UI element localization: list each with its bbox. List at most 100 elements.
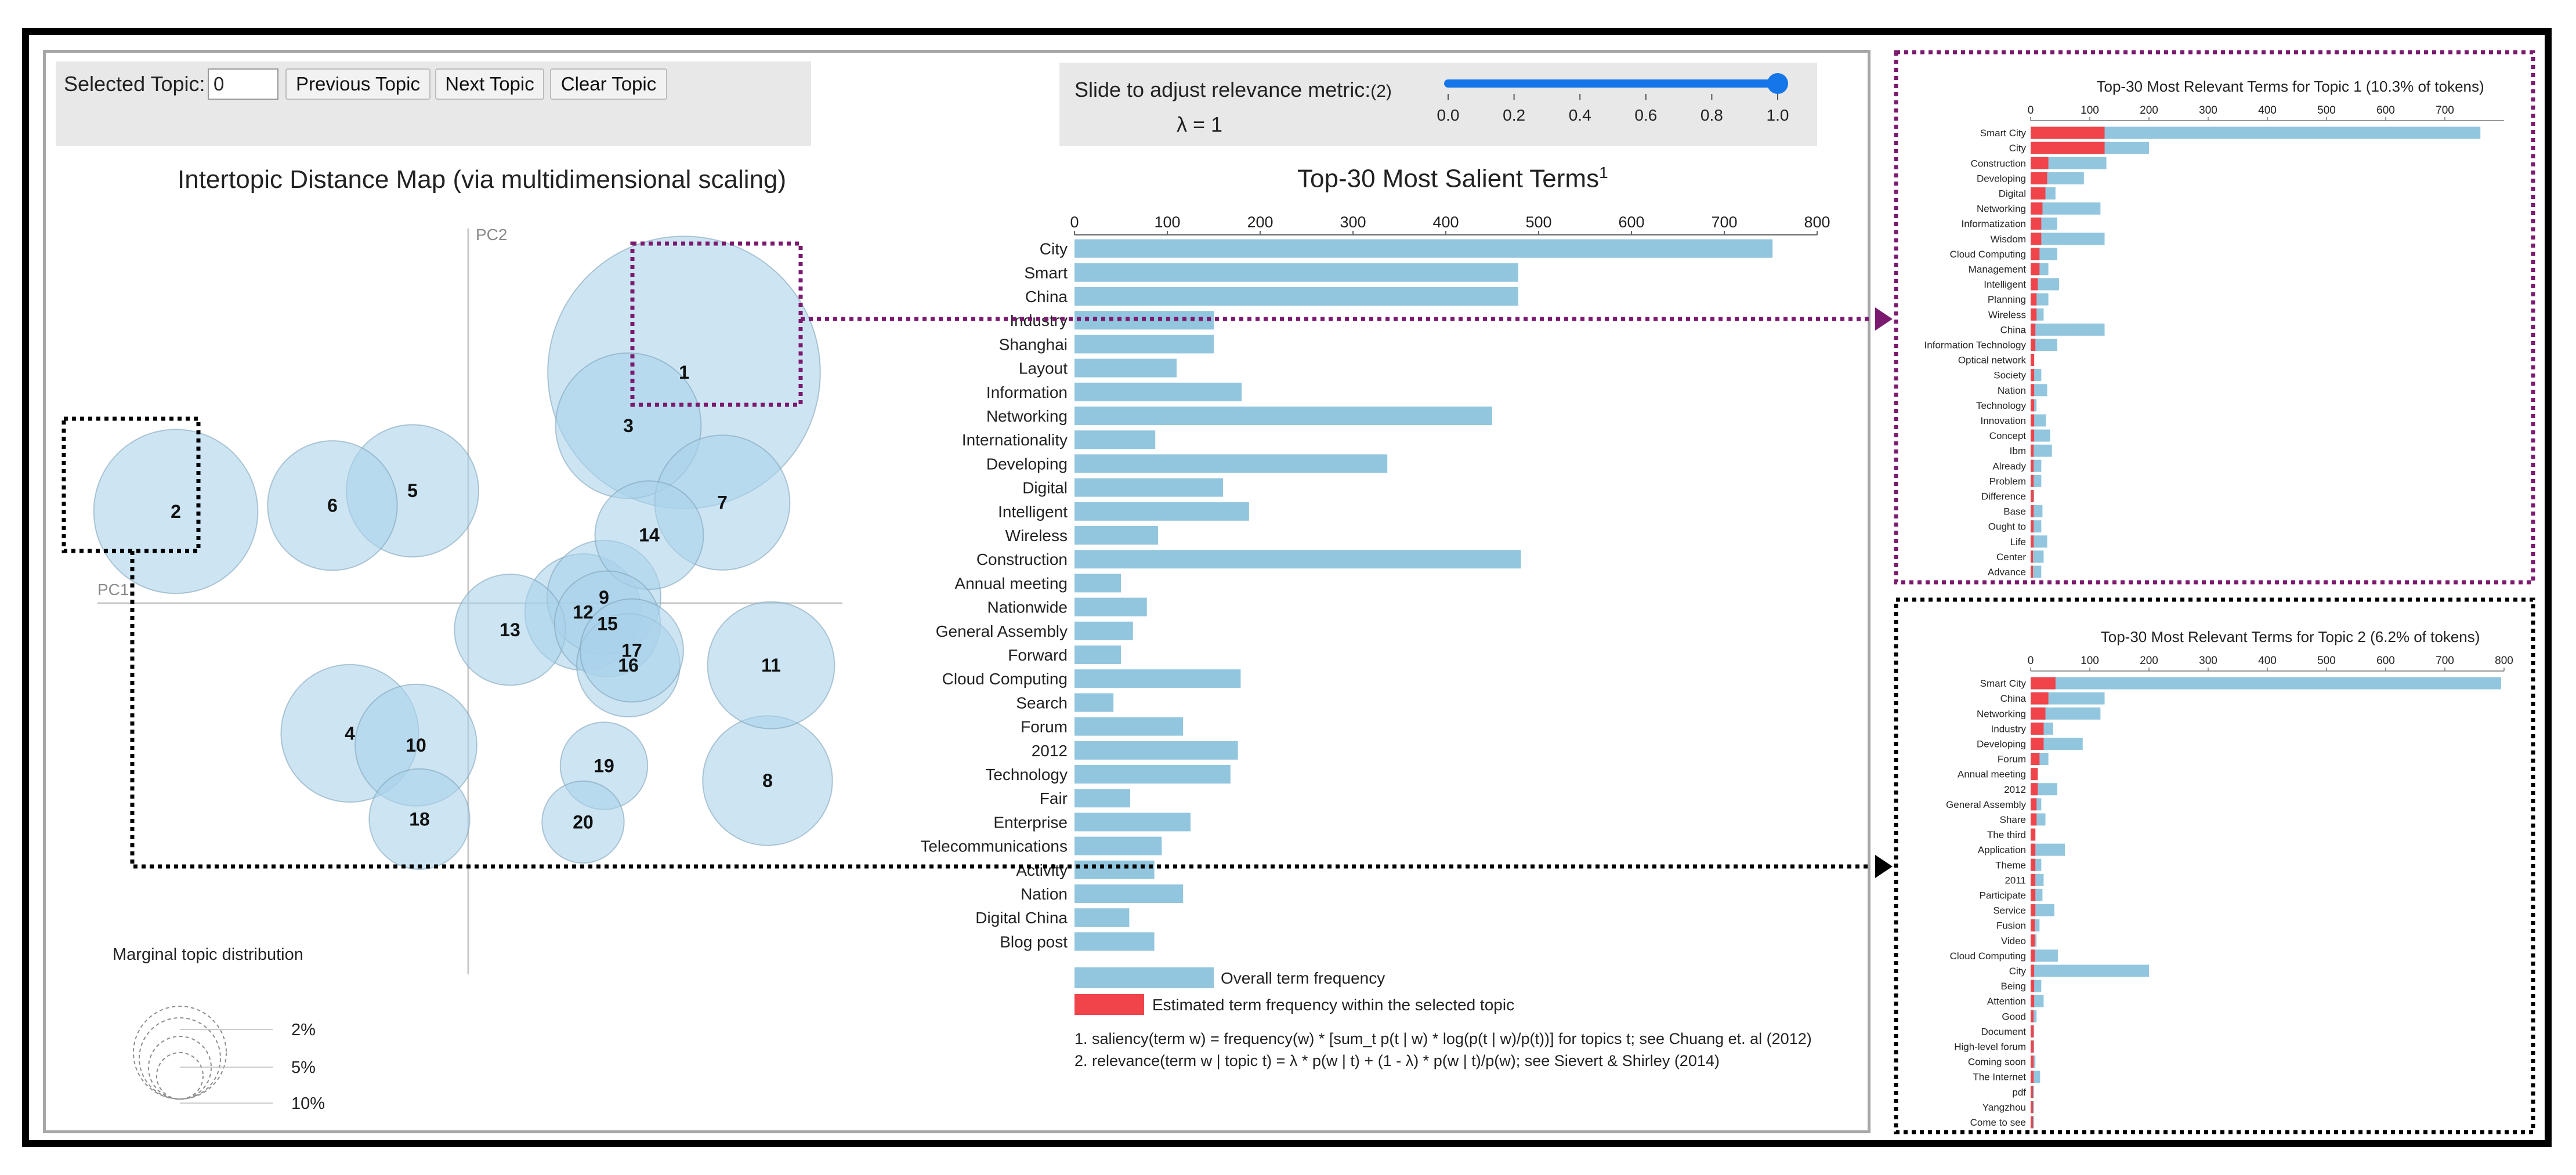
topic1-term-label: Smart City: [1980, 128, 2027, 139]
topic2-term-label: Forum: [1998, 754, 2026, 765]
size-legend-title: Marginal topic distribution: [113, 945, 303, 964]
selected-topic-input[interactable]: 0: [208, 68, 278, 100]
topic2-estimated-bar: [2031, 995, 2035, 1007]
topic1-estimated-bar: [2031, 474, 2034, 487]
topic2-estimated-bar: [2031, 798, 2037, 811]
topic2-estimated-bar: [2031, 783, 2038, 796]
topic2-relevant-terms-chart: Top-30 Most Relevant Terms for Topic 2 (…: [1946, 628, 2513, 1129]
topic1-overall-bar: [2031, 233, 2105, 245]
salient-bar: [1074, 717, 1184, 736]
topic1-term-label: Nation: [1998, 385, 2026, 396]
size-legend-circle: [139, 1017, 221, 1100]
salient-x-tick: 500: [1525, 213, 1551, 231]
topic1-estimated-bar: [2031, 565, 2034, 578]
topic1-estimated-bar: [2031, 142, 2105, 154]
topic-label-10: 10: [406, 735, 426, 756]
topic2-x-tick: 600: [2376, 655, 2395, 667]
topic1-x-tick: 200: [2140, 104, 2158, 117]
topic1-estimated-bar: [2031, 338, 2036, 351]
topic2-estimated-bar: [2031, 813, 2037, 826]
topic-label-7: 7: [717, 492, 728, 513]
topic2-estimated-bar: [2031, 1116, 2034, 1129]
topic2-estimated-bar: [2031, 980, 2035, 992]
topic1-term-label: Optical network: [1958, 355, 2027, 366]
topic1-relevant-terms-chart: Top-30 Most Relevant Terms for Topic 1 (…: [1924, 78, 2504, 578]
topic1-estimated-bar: [2031, 550, 2034, 563]
topic2-estimated-bar: [2031, 964, 2035, 977]
topic2-estimated-bar: [2031, 1040, 2034, 1053]
topic-label-11: 11: [761, 655, 781, 676]
clear-topic-button[interactable]: Clear Topic: [550, 68, 667, 100]
pc1-label: PC1: [97, 581, 129, 599]
topic2-estimated-bar: [2031, 737, 2044, 750]
salient-bar: [1074, 813, 1191, 832]
topic1-estimated-bar: [2031, 429, 2035, 442]
topic1-term-label: Ibm: [2010, 445, 2026, 456]
next-topic-button[interactable]: Next Topic: [435, 68, 544, 100]
salient-term-label: China: [1025, 288, 1068, 306]
lambda-value: λ = 1: [1177, 113, 1223, 136]
salient-x-tick: 100: [1154, 213, 1180, 231]
topic2-term-label: Application: [1978, 844, 2026, 855]
salient-term-label: Cloud Computing: [942, 670, 1068, 688]
topic2-term-label: Being: [2001, 981, 2026, 992]
topic2-term-label: Document: [1981, 1026, 2027, 1037]
salient-bar: [1074, 645, 1121, 664]
topic2-estimated-bar: [2031, 1056, 2034, 1068]
salient-x-tick: 700: [1711, 213, 1737, 231]
topic-controls: [56, 61, 811, 146]
salient-bar: [1074, 407, 1492, 425]
topic2-x-tick: 0: [2028, 655, 2034, 667]
topic1-x-tick: 700: [2436, 104, 2454, 117]
topic2-overall-bar: [2031, 843, 2065, 856]
topic1-term-label: Wisdom: [1991, 234, 2026, 245]
topic2-term-label: Service: [1993, 905, 2026, 916]
topic1-estimated-bar: [2031, 489, 2034, 502]
topic2-term-label: Participate: [1980, 890, 2026, 901]
topic2-estimated-bar: [2031, 722, 2044, 735]
topic1-term-label: Management: [1969, 264, 2027, 275]
topic1-term-label: Society: [1993, 370, 2026, 381]
salient-bar: [1074, 382, 1242, 401]
salient-term-label: Blog post: [1000, 933, 1068, 951]
salient-x-tick: 600: [1618, 213, 1644, 231]
topic1-term-label: Developing: [1977, 173, 2026, 184]
salient-bar: [1074, 263, 1518, 282]
topic2-estimated-bar: [2031, 873, 2036, 886]
topic2-term-label: Developing: [1977, 738, 2026, 749]
topic1-term-label: Construction: [1971, 158, 2026, 169]
salient-term-label: Smart: [1024, 264, 1068, 282]
salient-bar: [1074, 430, 1156, 449]
topic1-overall-bar: [2031, 444, 2052, 457]
topic2-term-label: Smart City: [1980, 678, 2027, 689]
topic1-term-label: Information Technology: [1924, 339, 2027, 350]
salient-term-label: Forum: [1021, 718, 1068, 736]
salient-term-label: Activity: [1016, 861, 1068, 879]
topic1-estimated-bar: [2031, 323, 2036, 336]
topic-label-5: 5: [407, 480, 418, 501]
salient-bar: [1074, 765, 1231, 784]
salient-bar: [1074, 358, 1177, 378]
topic1-estimated-bar: [2031, 248, 2040, 260]
salient-bar: [1074, 526, 1158, 545]
salient-term-label: Layout: [1019, 360, 1068, 378]
salient-term-label: Networking: [986, 407, 1068, 425]
salient-term-label: Forward: [1008, 646, 1068, 664]
topic1-term-label: Wireless: [1988, 309, 2026, 320]
salient-x-tick: 300: [1340, 213, 1366, 231]
topic2-estimated-bar: [2031, 828, 2036, 841]
topic2-estimated-bar: [2031, 1025, 2034, 1038]
footnote-saliency: 1. saliency(term w) = frequency(w) * [su…: [1074, 1030, 1812, 1047]
topic-label-4: 4: [345, 723, 355, 744]
size-legend-label: 2%: [291, 1021, 316, 1039]
slider-thumb[interactable]: [1767, 73, 1788, 94]
topic2-term-label: Share: [2000, 814, 2026, 825]
previous-topic-button[interactable]: Previous Topic: [285, 68, 430, 100]
topic1-estimated-bar: [2031, 505, 2034, 518]
topic1-title: Top-30 Most Relevant Terms for Topic 1 (…: [2097, 78, 2484, 95]
topic1-term-label: Informatization: [1962, 219, 2027, 230]
topic1-estimated-bar: [2031, 157, 2049, 169]
legend-estimated-swatch: [1074, 994, 1144, 1015]
topic1-term-label: Planning: [1988, 294, 2026, 305]
relevance-slider[interactable]: 0.0 0.2 0.4 0.6 0.8 1.0: [1416, 64, 1810, 145]
